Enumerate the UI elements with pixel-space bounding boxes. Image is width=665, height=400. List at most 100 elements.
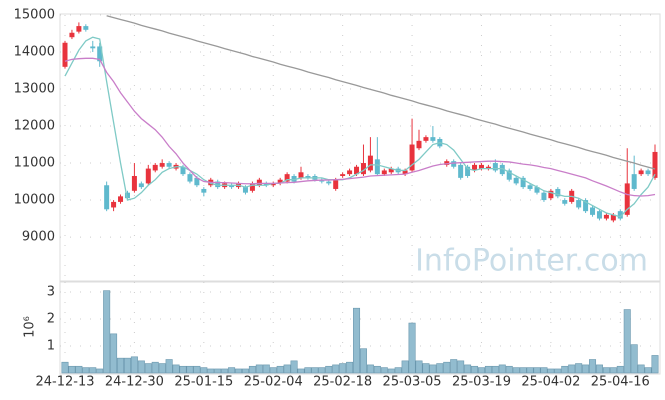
volume-bar (547, 368, 555, 374)
watermark: InfoPointer.com (415, 244, 648, 279)
volume-bar (214, 368, 222, 374)
candle-body (187, 174, 193, 182)
volume-bar (623, 309, 631, 374)
candle-body (215, 181, 221, 188)
candle-body (596, 211, 602, 219)
x-tick-label: 25-04-02 (521, 375, 580, 390)
candle-body (124, 192, 130, 199)
candle-body (340, 174, 346, 176)
candle-body (416, 140, 422, 149)
candle-body (381, 170, 387, 175)
y-tick-label: 13000 (14, 82, 55, 97)
volume-bar (269, 367, 277, 374)
volume-bar (179, 365, 187, 374)
volume-panel (59, 281, 661, 375)
volume-bar (589, 359, 597, 374)
volume-bar (477, 367, 485, 374)
candle-body (603, 214, 609, 219)
candle-body (451, 161, 457, 167)
x-tick-label: 25-03-05 (383, 375, 442, 390)
y-tick-label: 1 (47, 338, 55, 353)
candle-body (590, 207, 596, 215)
candle-body (583, 200, 589, 212)
candle-body (111, 201, 117, 208)
volume-bar (464, 364, 472, 374)
volume-bar (519, 367, 527, 374)
candle-body (118, 196, 124, 202)
volume-bar (123, 357, 131, 374)
volume-bar (533, 367, 541, 374)
y-tick-label: 3 (47, 284, 55, 299)
candle-body (610, 214, 616, 221)
candle-body (284, 174, 290, 182)
volume-bar (526, 367, 534, 374)
volume-bar (380, 367, 388, 374)
volume-bar (241, 368, 249, 374)
candle-body (444, 161, 450, 165)
candle-body (166, 163, 172, 167)
volume-bar (200, 367, 208, 374)
volume-bar (505, 365, 513, 374)
candle-body (263, 183, 269, 186)
candle-body (562, 200, 568, 204)
volume-bar (415, 360, 423, 374)
volume-bar (96, 368, 104, 374)
volume-bar (484, 365, 492, 374)
candle-body (367, 155, 373, 171)
volume-bar (554, 368, 562, 374)
candle-body (97, 46, 103, 62)
candle-body (326, 181, 332, 184)
candle-body (652, 151, 658, 178)
volume-bar (290, 360, 298, 374)
candle-body (555, 188, 561, 197)
volume-bar (644, 367, 652, 374)
volume-bar (582, 364, 590, 374)
moving-average-line (64, 57, 656, 197)
volume-bar (422, 363, 430, 374)
y-tick-label: 2 (47, 311, 55, 326)
volume-bar (366, 364, 374, 374)
volume-bar (255, 364, 263, 374)
y-tick-label: 14000 (14, 45, 55, 60)
volume-bar (172, 364, 180, 374)
volume-bar (359, 348, 367, 374)
candle-body (62, 42, 68, 67)
volume-bar (595, 364, 603, 374)
volume-bar (491, 365, 499, 374)
volume-bar (575, 363, 583, 374)
candle-body (270, 183, 276, 186)
candle-body (506, 170, 512, 180)
volume-bar (276, 365, 284, 374)
volume-bar (235, 368, 243, 374)
volume-bar (609, 367, 617, 374)
volume-bar (283, 364, 291, 374)
volume-bar (450, 359, 458, 374)
candle-body (305, 175, 311, 178)
volume-bar (429, 364, 437, 374)
volume-bar (394, 367, 402, 374)
volume-bar (137, 360, 145, 374)
candle-body (291, 175, 297, 182)
volume-bar (186, 365, 194, 374)
candle-body (513, 177, 519, 184)
volume-bar (262, 364, 270, 374)
candle-body (388, 168, 394, 173)
candle-body (645, 170, 651, 175)
candle-body (249, 183, 255, 191)
candle-body (277, 179, 283, 184)
volume-bar (82, 367, 90, 374)
volume-bar (346, 361, 354, 374)
y-axis-label: 10⁶ (23, 316, 38, 338)
moving-average-line (64, 36, 656, 218)
candle-body (617, 211, 623, 219)
volume-bar (89, 367, 97, 374)
candle-body (541, 192, 547, 201)
volume-bar (568, 364, 576, 374)
volume-bar (373, 365, 381, 374)
candle-body (194, 177, 200, 186)
volume-bar (103, 290, 111, 374)
volume-bar (457, 360, 465, 374)
candle-body (152, 164, 158, 171)
volume-bar (540, 367, 548, 374)
